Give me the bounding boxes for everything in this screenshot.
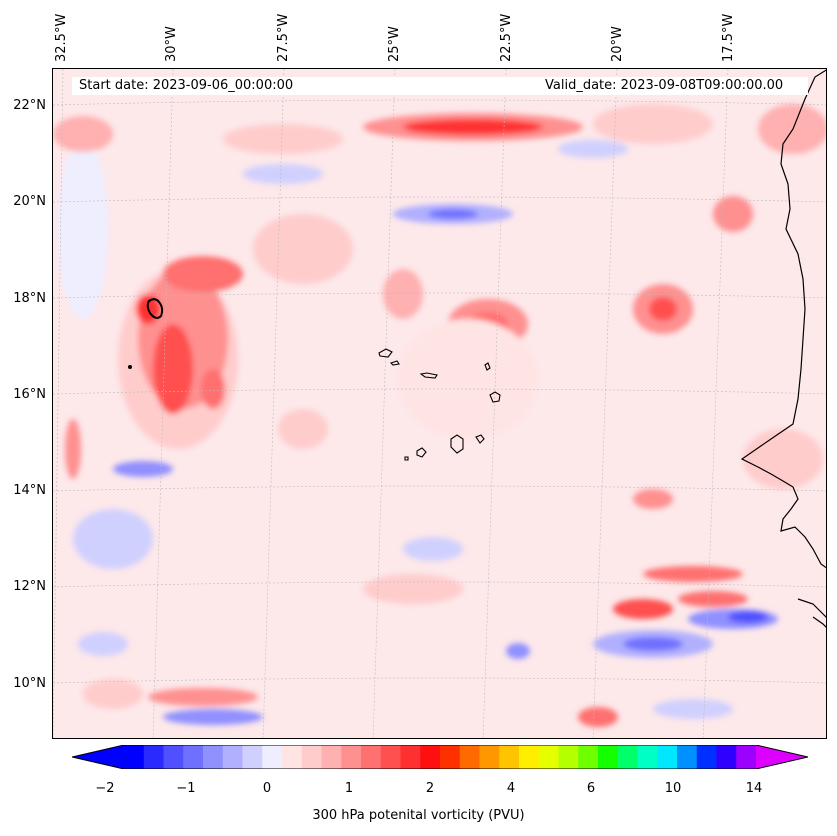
colorbar-swatch <box>637 745 658 769</box>
colorbar-swatch <box>282 745 303 769</box>
colorbar-swatch <box>400 745 421 769</box>
map-panel <box>52 68 827 739</box>
cape-verde-islands <box>378 348 501 461</box>
colorbar-swatch <box>479 745 500 769</box>
colorbar-swatch <box>617 745 638 769</box>
gridlines <box>53 69 826 738</box>
colorbar-swatch <box>558 745 579 769</box>
lat-label: 22°N <box>13 98 46 113</box>
colorbar-tick-label: 1 <box>344 781 354 796</box>
colorbar-tick-label: 10 <box>664 781 682 796</box>
colorbar-swatch <box>657 745 678 769</box>
colorbar-tick-label: 14 <box>745 781 763 796</box>
colorbar-swatch <box>538 745 559 769</box>
colorbar-swatch <box>499 745 520 769</box>
valid-date-label: Valid_date: 2023-09-08T09:00:00.00 <box>545 78 784 93</box>
colorbar-swatch <box>143 745 164 769</box>
colorbar-swatch <box>163 745 184 769</box>
colorbar-swatch <box>301 745 322 769</box>
colorbar-tick-label: 0 <box>262 781 272 796</box>
info-strip <box>72 77 808 95</box>
colorbar <box>72 745 808 769</box>
colorbar-tick-label: −1 <box>176 781 196 796</box>
lat-label: 12°N <box>13 579 46 594</box>
colorbar-swatch <box>203 745 224 769</box>
colorbar-swatch <box>578 745 599 769</box>
colorbar-extend-min <box>72 745 124 769</box>
lat-label: 10°N <box>13 676 46 691</box>
colorbar-swatch <box>736 745 757 769</box>
lon-label: 30°W <box>164 26 179 62</box>
lat-label: 14°N <box>13 483 46 498</box>
colorbar-swatch <box>242 745 263 769</box>
colorbar-swatch <box>696 745 717 769</box>
start-date-label: Start date: 2023-09-06_00:00:00 <box>79 78 294 93</box>
lon-label: 27.5°W <box>276 13 291 62</box>
colorbar-extend-max <box>756 745 808 769</box>
colorbar-swatch <box>519 745 540 769</box>
pv-contour <box>146 298 164 319</box>
colorbar-swatch <box>341 745 362 769</box>
colorbar-swatch <box>716 745 737 769</box>
colorbar-swatch <box>361 745 382 769</box>
lat-label: 18°N <box>13 291 46 306</box>
lon-label: 22.5°W <box>499 13 514 62</box>
colorbar-swatch <box>459 745 480 769</box>
colorbar-swatch <box>222 745 243 769</box>
colorbar-swatch <box>183 745 204 769</box>
colorbar-tick-label: 2 <box>425 781 435 796</box>
lon-label: 25°W <box>387 26 402 62</box>
lon-label: 32.5°W <box>54 13 69 62</box>
lon-label: 20°W <box>610 26 625 62</box>
colorbar-tick-label: 4 <box>506 781 516 796</box>
lat-label: 20°N <box>13 194 46 209</box>
coastline <box>740 69 826 628</box>
colorbar-tick-label: 6 <box>586 781 596 796</box>
colorbar-swatch <box>440 745 461 769</box>
lat-label: 16°N <box>13 387 46 402</box>
colorbar-swatch <box>420 745 441 769</box>
colorbar-swatch <box>380 745 401 769</box>
colorbar-swatch <box>677 745 698 769</box>
colorbar-swatch <box>598 745 619 769</box>
colorbar-swatch <box>321 745 342 769</box>
pv-field <box>53 69 826 738</box>
colorbar-tick-label: −2 <box>95 781 115 796</box>
lon-label: 17.5°W <box>721 13 736 62</box>
colorbar-swatch <box>124 745 145 769</box>
colorbar-swatch <box>262 745 283 769</box>
colorbar-title: 300 hPa potenital vorticity (PVU) <box>312 808 525 823</box>
